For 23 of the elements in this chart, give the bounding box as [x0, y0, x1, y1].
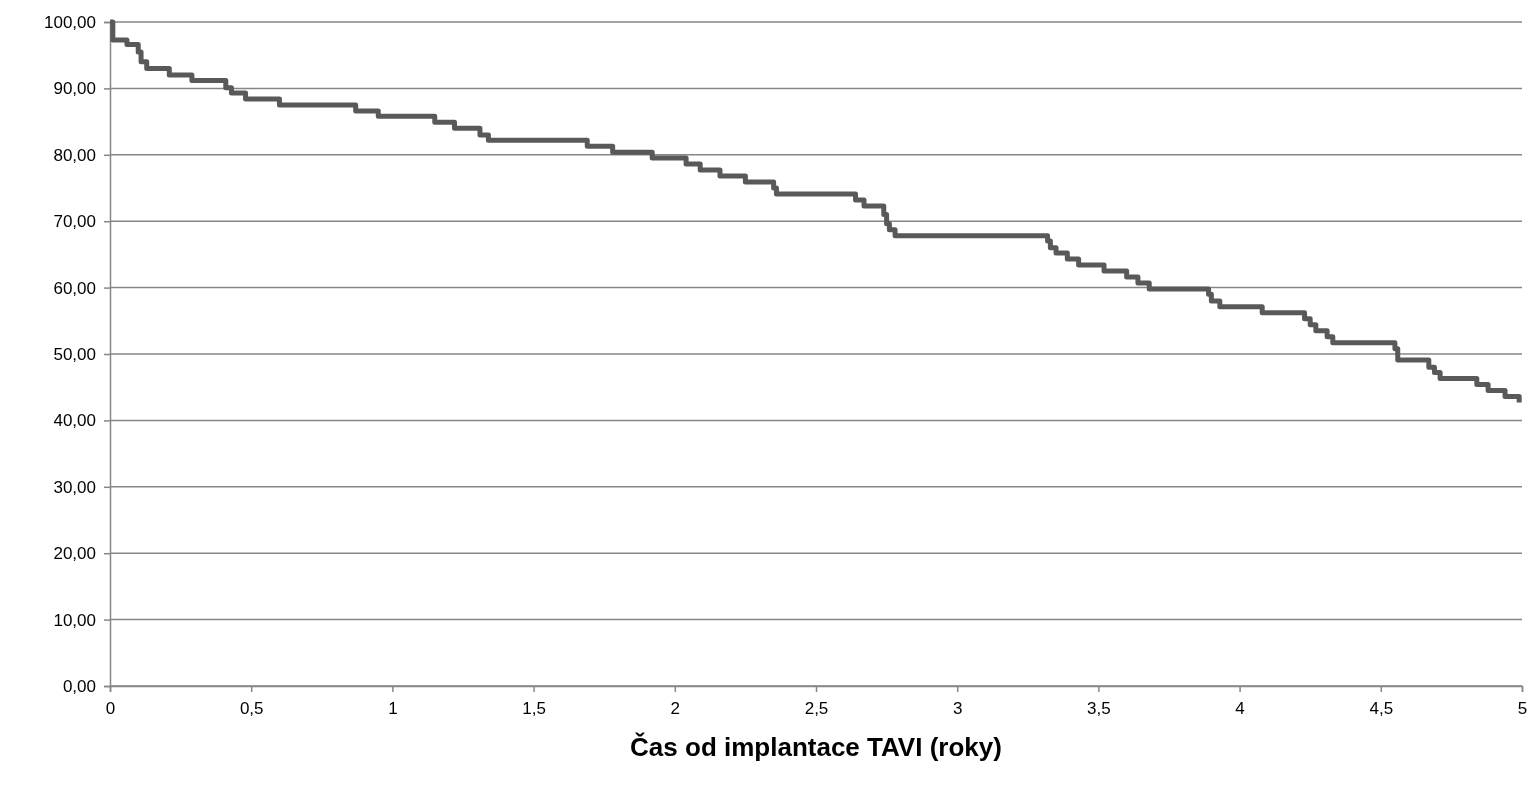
x-tick-label: 4	[1235, 699, 1245, 719]
y-tick-label: 10,00	[53, 610, 96, 630]
x-tick-label: 0	[105, 699, 116, 719]
x-tick-label: 5	[1517, 699, 1528, 719]
y-tick-label: 0,00	[62, 676, 96, 696]
y-tick-label: 40,00	[53, 411, 96, 431]
x-tick-label: 1	[388, 699, 398, 719]
x-tick-label: 0,5	[239, 699, 264, 719]
x-tick-label: 2,5	[804, 699, 829, 719]
y-tick-label: 50,00	[53, 344, 96, 364]
x-axis-title: Čas od implantace TAVI (roky)	[630, 732, 1002, 762]
y-tick-label: 60,00	[53, 278, 96, 298]
x-tick-label: 2	[670, 699, 681, 719]
y-tick-label: 80,00	[53, 145, 96, 165]
x-tick-label: 1,5	[522, 699, 546, 719]
y-tick-label: 20,00	[53, 544, 96, 564]
x-tick-label: 3,5	[1087, 699, 1111, 719]
x-tick-label: 3	[952, 699, 963, 719]
y-tick-label: 70,00	[53, 212, 96, 232]
y-tick-label: 100,00	[44, 12, 96, 32]
y-tick-label: 30,00	[53, 477, 96, 497]
x-tick-label: 4,5	[1369, 699, 1394, 719]
y-tick-label: 90,00	[53, 79, 96, 99]
